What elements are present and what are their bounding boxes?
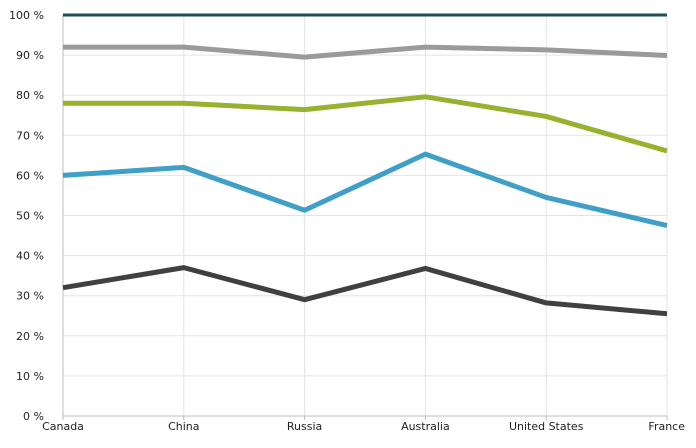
series-line-3: [63, 97, 667, 151]
y-tick-label: 80 %: [16, 89, 44, 102]
y-tick-label: 0 %: [23, 410, 44, 423]
y-tick-label: 50 %: [16, 210, 44, 223]
tick-labels: 0 % 10 % 20 % 30 % 40 % 50 % 60 % 70 % 80 % 90 % 1…: [9, 9, 685, 433]
y-tick-label: 30 %: [16, 290, 44, 303]
y-tick-label: 100 %: [9, 9, 44, 22]
x-tick-label: United States: [509, 420, 584, 433]
x-tick-label: France: [648, 420, 685, 433]
y-tick-label: 40 %: [16, 250, 44, 263]
x-tick-label: China: [168, 420, 199, 433]
x-tick-label: Australia: [401, 420, 450, 433]
series-line-2: [63, 47, 667, 57]
axes: [63, 15, 667, 420]
y-tick-label: 10 %: [16, 370, 44, 383]
x-tick-label: Russia: [287, 420, 322, 433]
x-tick-label: Canada: [42, 420, 84, 433]
y-tick-label: 70 %: [16, 129, 44, 142]
y-tick-label: 90 %: [16, 49, 44, 62]
grid-lines: [63, 15, 667, 416]
series-line-5: [63, 268, 667, 314]
series-line-4: [63, 154, 667, 225]
y-tick-label: 20 %: [16, 330, 44, 343]
y-tick-label: 60 %: [16, 169, 44, 182]
series-lines: [63, 15, 667, 314]
